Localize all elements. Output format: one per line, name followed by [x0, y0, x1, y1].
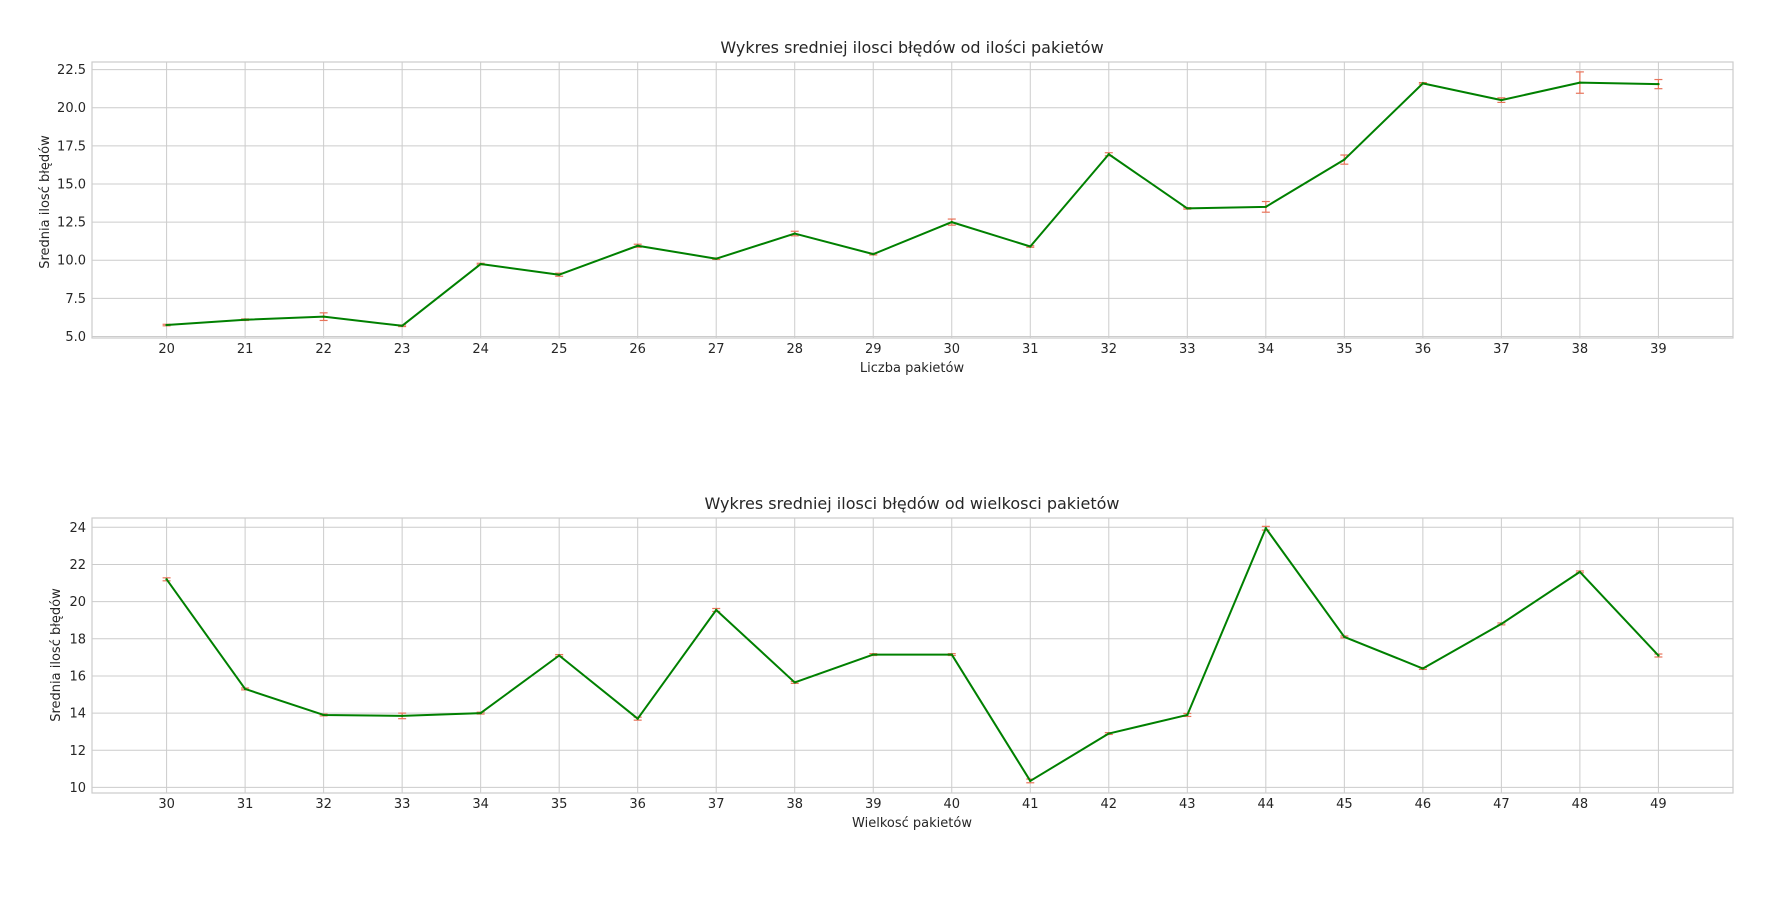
x-tick-label: 32 — [315, 797, 332, 812]
y-tick-label: 20.0 — [57, 101, 86, 116]
x-tick-label: 48 — [1572, 797, 1589, 812]
x-tick-label: 31 — [237, 797, 254, 812]
y-tick-label: 24 — [69, 521, 86, 536]
x-tick-label: 41 — [1022, 797, 1039, 812]
chart-packet-count: Wykres sredniej ilosci błędów od ilości … — [38, 38, 1734, 376]
series-line — [166, 81, 1659, 327]
x-tick-label: 28 — [786, 342, 803, 357]
x-tick-label: 27 — [708, 342, 725, 357]
x-axis-label: Liczba pakietów — [860, 361, 965, 376]
y-tick-label: 15.0 — [57, 177, 86, 192]
x-tick-label: 33 — [394, 797, 411, 812]
x-tick-label: 36 — [1415, 342, 1432, 357]
x-axis-label: Wielkosć pakietów — [852, 816, 972, 831]
x-tick-label: 30 — [943, 342, 960, 357]
x-tick-label: 49 — [1650, 797, 1667, 812]
plot-frame — [91, 517, 1734, 794]
y-tick-label: 22.5 — [57, 63, 86, 78]
y-tick-label: 16 — [69, 669, 86, 684]
y-tick-label: 22 — [69, 558, 86, 573]
y-tick-label: 17.5 — [57, 139, 86, 154]
x-tick-label: 34 — [472, 797, 489, 812]
x-tick-label: 29 — [865, 342, 882, 357]
ticks: 20 21 22 23 24 25 26 27 28 29 30 31 32 33 34 35 36 37 38 39… — [57, 63, 1667, 357]
x-tick-label: 42 — [1101, 797, 1118, 812]
x-tick-label: 47 — [1493, 797, 1510, 812]
series-line — [165, 527, 1660, 782]
y-tick-label: 5.0 — [65, 330, 86, 345]
x-tick-label: 44 — [1258, 797, 1275, 812]
x-tick-label: 39 — [1650, 342, 1667, 357]
x-tick-label: 25 — [551, 342, 568, 357]
x-tick-label: 39 — [865, 797, 882, 812]
x-tick-label: 33 — [1179, 342, 1196, 357]
y-tick-label: 14 — [69, 707, 86, 722]
chart-packet-size: Wykres sredniej ilosci błędów od wielkos… — [49, 494, 1734, 831]
x-tick-label: 35 — [1336, 342, 1353, 357]
x-tick-label: 40 — [943, 797, 960, 812]
x-tick-label: 30 — [158, 797, 175, 812]
x-tick-label: 37 — [1493, 342, 1510, 357]
y-tick-label: 20 — [69, 595, 86, 610]
y-tick-label: 10 — [69, 781, 86, 796]
grid — [92, 62, 1733, 338]
y-tick-label: 10.0 — [57, 254, 86, 269]
x-tick-label: 20 — [158, 342, 175, 357]
ticks: 30 31 32 33 34 35 36 37 38 39 40 41 42 43 44 45 46 47 48 49… — [69, 521, 1666, 812]
y-axis-label: Srednia ilosć błędów — [49, 588, 64, 722]
chart-title: Wykres sredniej ilosci błędów od ilości … — [720, 38, 1103, 57]
y-tick-label: 12.5 — [57, 216, 86, 231]
x-tick-label: 43 — [1179, 797, 1196, 812]
x-tick-label: 26 — [629, 342, 646, 357]
plot-frame — [91, 61, 1734, 339]
x-tick-label: 22 — [315, 342, 332, 357]
x-tick-label: 23 — [394, 342, 411, 357]
x-tick-label: 31 — [1022, 342, 1039, 357]
y-axis-label: Srednia ilosć błędów — [38, 135, 53, 269]
y-tick-label: 7.5 — [65, 292, 86, 307]
x-tick-label: 38 — [786, 797, 803, 812]
x-tick-label: 32 — [1101, 342, 1118, 357]
x-tick-label: 35 — [551, 797, 568, 812]
y-tick-label: 18 — [69, 632, 86, 647]
x-tick-label: 36 — [629, 797, 646, 812]
x-tick-label: 34 — [1258, 342, 1275, 357]
x-tick-label: 37 — [708, 797, 725, 812]
chart-title: Wykres sredniej ilosci błędów od wielkos… — [705, 494, 1120, 513]
x-tick-label: 45 — [1336, 797, 1353, 812]
x-tick-label: 21 — [237, 342, 254, 357]
error-bars — [162, 71, 1663, 328]
x-tick-label: 24 — [472, 342, 489, 357]
x-tick-label: 38 — [1572, 342, 1589, 357]
y-tick-label: 12 — [69, 744, 86, 759]
x-tick-label: 46 — [1415, 797, 1432, 812]
